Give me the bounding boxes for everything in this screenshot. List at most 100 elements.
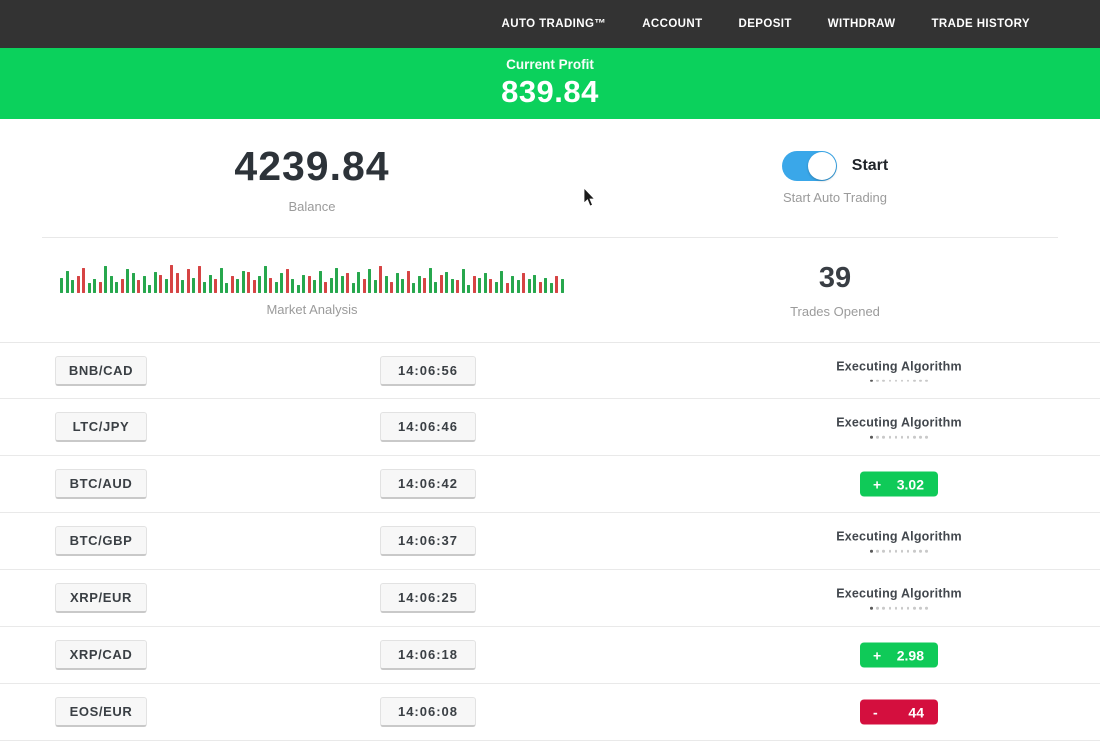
progress-dot bbox=[894, 549, 898, 553]
up-bar bbox=[329, 278, 333, 293]
up-bar bbox=[450, 279, 454, 293]
down-bar bbox=[362, 279, 366, 293]
progress-dot bbox=[900, 549, 904, 553]
trade-row: BTC/GBP 14:06:37 Executing Algorithm bbox=[0, 513, 1100, 570]
progress-dot bbox=[876, 606, 879, 610]
down-bar bbox=[82, 268, 86, 293]
up-bar bbox=[478, 278, 482, 293]
trade-status: Executing Algorithm bbox=[818, 530, 980, 553]
trades-table: BNB/CAD 14:06:56 Executing Algorithm LTC… bbox=[0, 342, 1100, 741]
up-bar bbox=[351, 283, 355, 293]
nav-item-account[interactable]: ACCOUNT bbox=[642, 18, 703, 30]
pair-button[interactable]: BNB/CAD bbox=[55, 355, 147, 386]
up-bar bbox=[527, 279, 531, 293]
up-bar bbox=[428, 268, 432, 293]
up-bar bbox=[335, 268, 339, 293]
loss-badge: -44 bbox=[860, 699, 938, 725]
progress-dot bbox=[925, 379, 928, 382]
up-bar bbox=[241, 271, 245, 293]
down-bar bbox=[346, 273, 350, 293]
progress-dot bbox=[912, 379, 916, 382]
down-bar bbox=[406, 271, 410, 293]
down-bar bbox=[120, 279, 124, 293]
trade-row: EOS/EUR 14:06:08 -44 bbox=[0, 684, 1100, 741]
progress-dots bbox=[818, 549, 980, 553]
progress-dot bbox=[870, 379, 873, 382]
time-button[interactable]: 14:06:46 bbox=[380, 412, 476, 442]
nav-item-deposit[interactable]: DEPOSIT bbox=[738, 18, 792, 30]
trades-opened-label: Trades Opened bbox=[790, 303, 880, 319]
executing-algorithm-label: Executing Algorithm bbox=[836, 415, 962, 430]
down-bar bbox=[324, 282, 328, 293]
progress-dot bbox=[912, 549, 916, 553]
auto-trading-toggle[interactable] bbox=[781, 151, 837, 181]
time-button[interactable]: 14:06:25 bbox=[380, 583, 476, 613]
progress-dot bbox=[906, 435, 910, 439]
auto-trading-block: Start Start Auto Trading bbox=[624, 119, 1046, 237]
down-bar bbox=[472, 276, 476, 293]
pair-button[interactable]: XRP/CAD bbox=[55, 640, 147, 670]
progress-dot bbox=[882, 435, 886, 439]
time-button[interactable]: 14:06:18 bbox=[380, 640, 476, 670]
progress-dot bbox=[925, 549, 928, 553]
progress-dot bbox=[919, 435, 922, 439]
time-button[interactable]: 14:06:56 bbox=[380, 355, 476, 386]
pair-button[interactable]: BTC/GBP bbox=[55, 526, 147, 556]
down-bar bbox=[170, 265, 174, 293]
toggle-knob bbox=[807, 152, 836, 180]
progress-dot bbox=[888, 379, 892, 382]
trade-status: +3.02 bbox=[818, 471, 980, 497]
down-bar bbox=[379, 266, 383, 293]
current-profit-banner: Current Profit 839.84 bbox=[0, 48, 1100, 119]
down-bar bbox=[214, 279, 218, 293]
pair-button[interactable]: LTC/JPY bbox=[55, 412, 147, 442]
progress-dot bbox=[888, 606, 892, 610]
progress-dot bbox=[876, 379, 879, 382]
time-button[interactable]: 14:06:08 bbox=[380, 697, 476, 727]
up-bar bbox=[296, 285, 300, 293]
pair-button[interactable]: BTC/AUD bbox=[55, 469, 147, 499]
stats-row-2: Market Analysis 39 Trades Opened bbox=[0, 238, 1100, 342]
market-analysis-label: Market Analysis bbox=[266, 302, 358, 317]
up-bar bbox=[153, 272, 157, 293]
nav-item-trade-history[interactable]: TRADE HISTORY bbox=[931, 18, 1030, 30]
up-bar bbox=[225, 283, 229, 293]
pair-button[interactable]: XRP/EUR bbox=[55, 583, 147, 613]
up-bar bbox=[516, 280, 520, 293]
up-bar bbox=[412, 283, 416, 293]
progress-dot bbox=[912, 435, 916, 439]
pair-button[interactable]: EOS/EUR bbox=[55, 697, 147, 727]
trade-status: -44 bbox=[818, 699, 980, 725]
down-bar bbox=[439, 275, 443, 293]
up-bar bbox=[395, 273, 399, 293]
up-bar bbox=[533, 275, 537, 293]
down-bar bbox=[307, 276, 311, 293]
progress-dot bbox=[906, 549, 910, 553]
nav-item-auto-trading[interactable]: AUTO TRADING™ bbox=[501, 18, 607, 30]
progress-dot bbox=[906, 379, 910, 382]
up-bar bbox=[500, 271, 504, 293]
down-bar bbox=[423, 278, 427, 293]
progress-dot bbox=[900, 606, 904, 610]
up-bar bbox=[274, 282, 278, 293]
progress-dot bbox=[906, 606, 910, 610]
up-bar bbox=[467, 285, 471, 293]
down-bar bbox=[252, 280, 256, 293]
progress-dot bbox=[894, 379, 898, 382]
down-bar bbox=[98, 282, 102, 293]
time-button[interactable]: 14:06:37 bbox=[380, 526, 476, 556]
up-bar bbox=[384, 276, 388, 293]
up-bar bbox=[401, 279, 405, 293]
balance-label: Balance bbox=[288, 198, 336, 214]
progress-dot bbox=[900, 435, 904, 439]
up-bar bbox=[417, 276, 421, 293]
nav-item-withdraw[interactable]: WITHDRAW bbox=[827, 18, 896, 30]
trades-opened-block: 39 Trades Opened bbox=[624, 238, 1046, 342]
down-bar bbox=[247, 272, 251, 293]
time-button[interactable]: 14:06:42 bbox=[380, 469, 476, 499]
progress-dot bbox=[925, 606, 928, 610]
up-bar bbox=[560, 279, 564, 293]
progress-dot bbox=[894, 606, 898, 610]
auto-trading-label: Start Auto Trading bbox=[782, 190, 888, 205]
up-bar bbox=[60, 278, 64, 293]
